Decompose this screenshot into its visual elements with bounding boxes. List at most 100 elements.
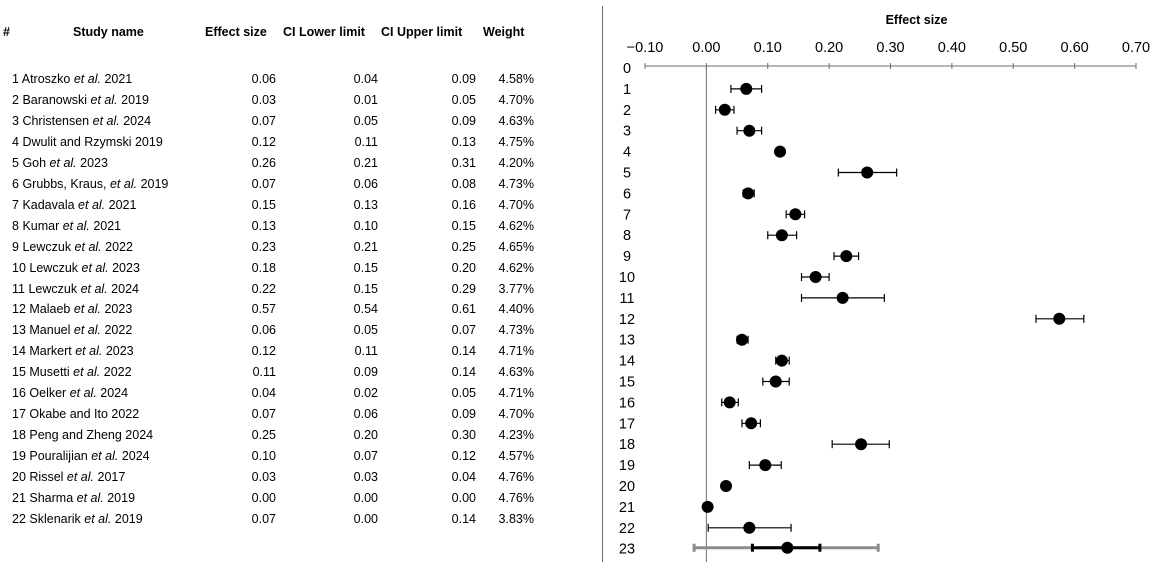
weight-value: 4.76%	[498, 491, 534, 505]
effect-size-value: 0.03	[251, 92, 276, 107]
row-label: 20	[619, 479, 635, 495]
study-num: 22	[12, 511, 26, 526]
study-etal: et al.	[73, 323, 101, 338]
study-year: 2023	[102, 344, 134, 359]
x-tick-label: 0.10	[754, 40, 782, 56]
ci-lower-value: 0.02	[353, 386, 378, 401]
study-author: Goh	[22, 155, 50, 170]
study-num: 12	[12, 302, 26, 317]
ci-lower-value: 0.54	[353, 302, 378, 317]
ci-lower-value: 0.06	[353, 176, 378, 191]
header-study-name: Study name	[73, 25, 144, 39]
study-etal: et al.	[76, 491, 104, 505]
study-name: 2 Baranowski et al. 2019	[12, 93, 149, 107]
header-ci-upper: CI Upper limit	[381, 25, 463, 39]
weight-value: 4.58%	[498, 72, 534, 86]
x-axis: −0.10 0.00 0.10 0.20 0.30 0.40 0.50 0.60 0.70	[627, 40, 1150, 562]
effect-point	[769, 375, 782, 388]
effect-size-value: 0.06	[251, 72, 276, 86]
study-marker	[741, 417, 761, 430]
study-marker	[742, 187, 755, 200]
row-label: 22	[619, 521, 635, 537]
weight-value: 4.75%	[498, 134, 534, 149]
ci-lower-value: 0.20	[353, 428, 378, 443]
study-num: 13	[12, 323, 26, 338]
study-author: Christensen	[22, 113, 93, 128]
weight-value: 4.70%	[498, 92, 534, 107]
ci-upper-value: 0.09	[451, 407, 476, 422]
study-author: Pouralijian	[29, 449, 92, 464]
study-marker	[736, 124, 763, 137]
ci-lower-value: 0.15	[353, 281, 378, 296]
study-name: 9 Lewczuk et al. 2022	[12, 240, 133, 254]
study-name: 17 Okabe and Ito 2022	[12, 407, 139, 421]
ci-lower-value: 0.21	[353, 239, 378, 254]
weight-value: 4.76%	[498, 470, 534, 485]
header-number: #	[3, 25, 10, 39]
row-label: 2	[623, 103, 631, 119]
x-tick-label: 0.30	[876, 40, 904, 56]
effect-point	[809, 271, 822, 283]
header-effect-size: Effect size	[205, 25, 267, 39]
study-num: 9	[12, 239, 19, 254]
x-tick-label: 0.00	[692, 40, 720, 56]
study-author: Lewczuk	[29, 260, 82, 275]
study-year: 2021	[100, 72, 133, 86]
study-year: 2022	[100, 365, 132, 380]
study-name: 11 Lewczuk et al. 2024	[12, 282, 139, 296]
study-author: Baranowski	[22, 92, 91, 107]
ci-lower-value: 0.07	[353, 449, 378, 464]
study-marker	[800, 271, 830, 283]
pooled-point	[781, 541, 794, 554]
study-marker	[701, 500, 714, 513]
ci-upper-value: 0.12	[451, 449, 476, 464]
ci-lower-value: 0.06	[353, 407, 378, 422]
ci-upper-value: 0.15	[451, 218, 476, 233]
study-etal: et al.	[92, 113, 120, 128]
study-num: 14	[12, 344, 26, 359]
study-name: 10 Lewczuk et al. 2023	[12, 261, 140, 275]
effect-size-value: 0.25	[251, 428, 276, 443]
ci-lower-value: 0.21	[353, 155, 378, 170]
x-tick-label: 0.40	[938, 40, 966, 56]
study-author: Kadavala	[22, 197, 79, 212]
study-num: 10	[12, 260, 26, 275]
weight-value: 3.83%	[498, 511, 534, 526]
ci-lower-value: 0.13	[353, 197, 378, 212]
row-label: 23	[619, 542, 635, 558]
study-name: 6 Grubbs, Kraus, et al. 2019	[12, 177, 168, 191]
effect-point	[855, 438, 868, 451]
study-markers	[701, 82, 1085, 534]
table-row: 21 Sharma et al. 2019 0.00 0.00 0.00 4.76%	[0, 491, 600, 511]
study-num: 20	[12, 470, 26, 485]
study-marker	[831, 438, 890, 451]
table-row: 3 Christensen et al. 2024 0.07 0.05 0.09 4.6…	[0, 114, 600, 134]
ci-upper-value: 0.00	[451, 491, 476, 505]
study-author: Sklenarik	[29, 511, 85, 526]
study-name: 4 Dwulit and Rzymski 2019	[12, 135, 163, 149]
effect-point	[775, 354, 788, 367]
study-etal: et al.	[91, 449, 119, 464]
study-etal: et al.	[74, 239, 102, 254]
weight-value: 4.62%	[498, 260, 534, 275]
study-num: 1	[12, 72, 19, 86]
study-year: 2019	[111, 511, 143, 526]
effect-size-value: 0.00	[251, 491, 276, 505]
header-weight: Weight	[483, 25, 525, 39]
study-name: 7 Kadavala et al. 2021	[12, 198, 136, 212]
forest-plot: Effect size −0.10 0.00 0.10 0.20 0.30 0.40 0.5…	[619, 13, 1150, 562]
study-etal: et al.	[109, 176, 138, 191]
effect-point	[743, 124, 756, 137]
study-year: 2019	[117, 92, 149, 107]
row-label: 19	[619, 458, 635, 474]
ci-upper-value: 0.14	[451, 365, 476, 380]
study-year: 2019	[137, 176, 169, 191]
ci-lower-value: 0.00	[353, 511, 378, 526]
study-num: 17	[12, 407, 26, 422]
effect-point	[759, 459, 772, 472]
study-year: 2024	[119, 113, 152, 128]
study-etal: et al.	[75, 344, 103, 359]
ci-upper-value: 0.07	[451, 323, 476, 338]
ci-upper-value: 0.61	[451, 302, 476, 317]
ci-upper-value: 0.05	[451, 386, 476, 401]
